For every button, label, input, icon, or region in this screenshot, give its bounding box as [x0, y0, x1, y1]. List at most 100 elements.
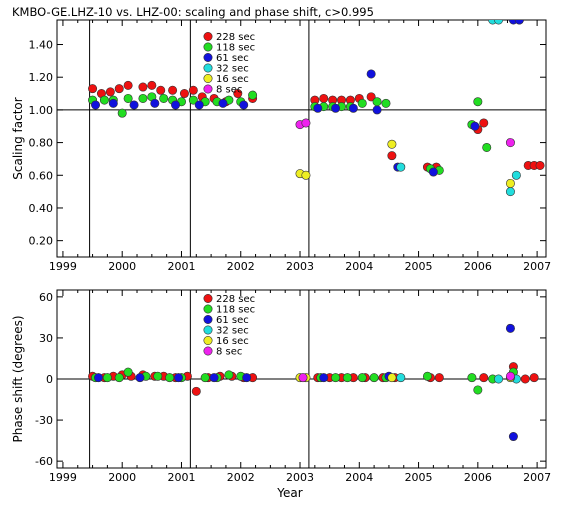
legend-marker: [203, 84, 213, 94]
x-tick-label: 1999: [49, 260, 77, 273]
legend-label: 228 sec: [216, 294, 255, 305]
x-tick-label: 2006: [464, 260, 492, 273]
data-point-61-sec: [348, 103, 358, 113]
legend-label: 118 sec: [216, 43, 255, 54]
data-point-228-sec: [535, 160, 545, 170]
x-tick-label: 2000: [108, 471, 136, 484]
data-point-61-sec: [174, 373, 184, 383]
data-point-8-sec: [505, 371, 515, 381]
y-tick-label: 0.20: [29, 235, 54, 248]
data-point-32-sec: [494, 374, 504, 384]
data-point-118-sec: [331, 373, 341, 383]
x-tick-label: 2002: [227, 260, 255, 273]
data-point-118-sec: [99, 95, 109, 105]
legend-marker: [203, 325, 213, 335]
data-point-228-sec: [188, 85, 198, 95]
chart-title: KMBO-GE.LHZ-10 vs. LHZ-00: scaling and p…: [12, 5, 374, 19]
x-tick-label: 2001: [167, 471, 195, 484]
data-point-228-sec: [529, 373, 539, 383]
x-tick-label: 2004: [345, 260, 373, 273]
legend-marker: [203, 293, 213, 303]
data-point-32-sec: [396, 373, 406, 383]
data-point-32-sec: [511, 170, 521, 180]
data-point-228-sec: [233, 89, 243, 99]
data-point-61-sec: [171, 100, 181, 110]
scaling-factor-panel: 1999 2000 2001 2002 2003 2004 2005 2006 2007 0.20…: [11, 19, 551, 273]
y-tick-label: -30: [35, 414, 53, 427]
legend-marker: [203, 42, 213, 52]
y-axis-label: Phase shift (degrees): [11, 315, 25, 442]
data-point-118-sec: [473, 97, 483, 107]
legend-label: 16 sec: [216, 74, 249, 85]
data-point-118-sec: [159, 93, 169, 103]
data-point-118-sec: [248, 90, 258, 100]
data-point-61-sec: [91, 100, 101, 110]
data-point-118-sec: [117, 108, 127, 118]
y-tick-label: 0.60: [29, 169, 54, 182]
data-point-16-sec: [505, 178, 515, 188]
y-tick-label: 60: [39, 291, 53, 304]
data-point-16-sec: [387, 373, 397, 383]
data-point-118-sec: [342, 373, 352, 383]
data-point-118-sec: [357, 373, 367, 383]
legend-label: 16 sec: [216, 336, 249, 347]
data-point-228-sec: [114, 84, 124, 94]
legend-label: 61 sec: [216, 53, 249, 64]
data-point-61-sec: [209, 373, 219, 383]
legend-label: 228 sec: [216, 32, 255, 43]
data-point-118-sec: [123, 367, 133, 377]
x-tick-label: 2001: [167, 260, 195, 273]
data-point-228-sec: [156, 85, 166, 95]
data-point-228-sec: [138, 82, 148, 92]
data-point-61-sec: [108, 98, 118, 108]
x-tick-label: 2002: [227, 471, 255, 484]
y-axis-label: Scaling factor: [11, 97, 25, 179]
legend-marker: [203, 52, 213, 62]
legend-label: 8 sec: [216, 347, 242, 358]
data-points: [88, 20, 545, 197]
data-point-8-sec: [505, 138, 515, 148]
x-tick-label: 2005: [405, 260, 433, 273]
plot-frame: [56, 19, 547, 258]
data-point-61-sec: [242, 373, 252, 383]
legend-marker: [203, 63, 213, 73]
legend-label: 61 sec: [216, 315, 249, 326]
data-point-61-sec: [135, 373, 145, 383]
y-tick-label: 0: [46, 373, 53, 386]
legend-label: 118 sec: [216, 305, 255, 316]
x-tick-label: 2003: [286, 471, 314, 484]
data-points: [88, 323, 539, 442]
data-point-118-sec: [422, 371, 432, 381]
data-point-118-sec: [165, 373, 175, 383]
x-tick-label: 2003: [286, 260, 314, 273]
data-point-61-sec: [372, 105, 382, 115]
data-point-228-sec: [123, 80, 133, 90]
x-tick-label: 2004: [345, 471, 373, 484]
data-point-32-sec: [505, 187, 515, 197]
data-point-61-sec: [508, 432, 518, 442]
data-point-228-sec: [479, 118, 489, 128]
x-tick-label: 2007: [523, 471, 551, 484]
y-tick-label: 0.40: [29, 202, 54, 215]
data-point-228-sec: [147, 80, 157, 90]
data-point-61-sec: [129, 100, 139, 110]
data-point-61-sec: [313, 103, 323, 113]
data-point-118-sec: [473, 385, 483, 395]
data-point-32-sec: [494, 20, 504, 25]
y-tick-label: 1.40: [29, 39, 54, 52]
data-point-61-sec: [93, 373, 103, 383]
data-point-228-sec: [168, 85, 178, 95]
legend-marker: [203, 314, 213, 324]
data-point-16-sec: [301, 170, 311, 180]
data-point-61-sec: [366, 69, 376, 79]
data-point-118-sec: [153, 371, 163, 381]
x-tick-label: 2000: [108, 260, 136, 273]
x-tick-label: 2007: [523, 260, 551, 273]
data-point-118-sec: [381, 98, 391, 108]
data-point-228-sec: [479, 373, 489, 383]
data-point-118-sec: [188, 95, 198, 105]
legend-marker: [203, 346, 213, 356]
data-point-118-sec: [372, 97, 382, 107]
phase-shift-panel: 1999 2000 2001 2002 2003 2004 2005 2006 2007 -60 -…: [11, 289, 551, 484]
data-point-61-sec: [194, 100, 204, 110]
